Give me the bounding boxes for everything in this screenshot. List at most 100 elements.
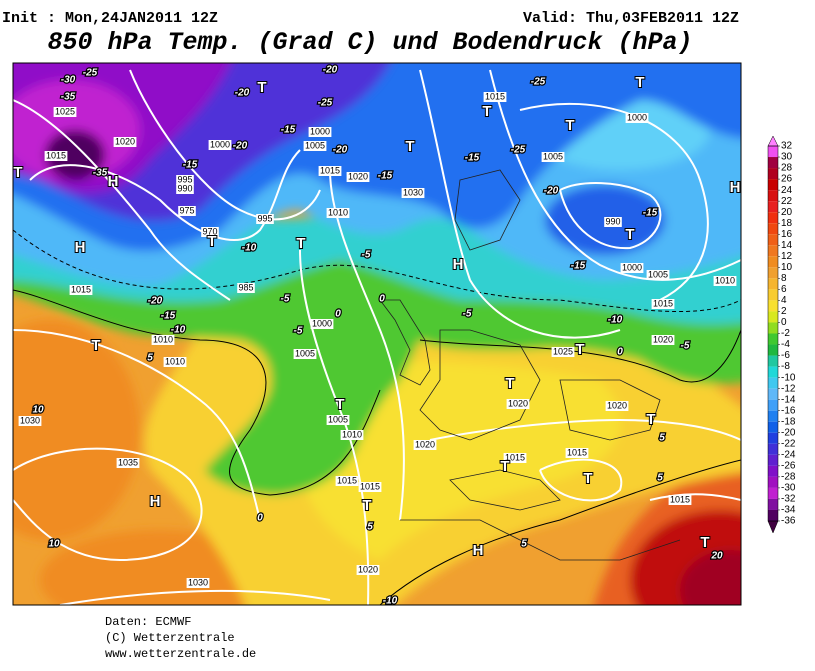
colorbar-label: -2 bbox=[781, 328, 790, 339]
colorbar-band bbox=[768, 245, 778, 257]
colorbar-band bbox=[768, 234, 778, 246]
coastlines bbox=[379, 169, 681, 561]
isobar-label-box bbox=[293, 349, 317, 359]
colorbar-label: 24 bbox=[781, 185, 793, 196]
colorbar-band bbox=[768, 454, 778, 466]
isotherm-label: -35 bbox=[61, 92, 76, 103]
isobar-label: 1010 bbox=[342, 429, 362, 439]
pressure-center: H bbox=[108, 173, 119, 190]
isobar-label-box bbox=[318, 166, 342, 176]
isobar-label-box bbox=[116, 458, 140, 468]
isobar-label: 1020 bbox=[358, 564, 378, 574]
colorbar-label: -30 bbox=[781, 483, 796, 494]
isotherm-label: -10 bbox=[171, 325, 186, 336]
colorbar-band bbox=[768, 432, 778, 444]
isobar-label-box bbox=[53, 107, 77, 117]
pressure-center: T bbox=[635, 74, 644, 91]
colorbar-band bbox=[768, 179, 778, 191]
pressure-center: T bbox=[335, 396, 344, 413]
isobar-label-box bbox=[483, 92, 507, 102]
pressure-center: T bbox=[500, 458, 509, 475]
temp-shading bbox=[13, 63, 741, 605]
isotherm-label: -25 bbox=[318, 98, 333, 109]
colorbar-band bbox=[768, 344, 778, 356]
isobar-label: 985 bbox=[238, 282, 253, 292]
colorbar-band bbox=[768, 465, 778, 477]
isobars bbox=[13, 69, 741, 605]
isobar-label-box bbox=[625, 113, 649, 123]
isobar-label: 1005 bbox=[648, 269, 668, 279]
footer-copyright: (C) Wetterzentrale bbox=[105, 631, 235, 645]
isotherm-label: -10 bbox=[242, 243, 257, 254]
pressure-center: T bbox=[91, 337, 100, 354]
isobar-label-box bbox=[506, 399, 530, 409]
colorbar-band bbox=[768, 190, 778, 202]
isobar-label-box bbox=[605, 401, 629, 411]
colorbar-label: 22 bbox=[781, 196, 793, 207]
isotherm-label: -15 bbox=[281, 125, 296, 136]
valid-time: Valid: Thu,03FEB2011 12Z bbox=[523, 10, 739, 27]
pressure-center: T bbox=[646, 411, 655, 428]
isotherm-label: 0 bbox=[617, 347, 623, 358]
isotherm-label: 5 bbox=[659, 433, 665, 444]
isobar-label: 1030 bbox=[403, 187, 423, 197]
isobar-label: 1000 bbox=[622, 262, 642, 272]
isobar-label-box bbox=[326, 208, 350, 218]
colorbar-label: 30 bbox=[781, 152, 793, 163]
isotherm-label: -15 bbox=[465, 153, 480, 164]
isotherm-label: 5 bbox=[367, 522, 373, 533]
colorbar-label: -16 bbox=[781, 405, 796, 416]
isobar-label: 1020 bbox=[653, 334, 673, 344]
isobar-label-box bbox=[346, 172, 370, 182]
isobar-label: 1030 bbox=[188, 577, 208, 587]
pressure-center: T bbox=[625, 226, 634, 243]
pressure-center: T bbox=[505, 375, 514, 392]
isobar-label-box bbox=[340, 430, 364, 440]
isobar-label: 1030 bbox=[20, 415, 40, 425]
isotherm-label: 0 bbox=[379, 294, 385, 305]
colorbar-band bbox=[768, 498, 778, 510]
isobar-label-box bbox=[69, 285, 93, 295]
isobar-label: 1005 bbox=[295, 348, 315, 358]
pressure-center: T bbox=[207, 233, 216, 250]
isobar-label-box bbox=[326, 415, 350, 425]
isotherm-label: 10 bbox=[32, 405, 44, 416]
isobar-label-box bbox=[186, 578, 210, 588]
isotherm-label: -20 bbox=[544, 186, 559, 197]
pressure-center: T bbox=[565, 117, 574, 134]
isobar-label: 1020 bbox=[607, 400, 627, 410]
colorbar-label: -24 bbox=[781, 449, 796, 460]
colorbar-band bbox=[768, 278, 778, 290]
isotherm-label: -25 bbox=[83, 68, 98, 79]
colorbar-label: -4 bbox=[781, 339, 790, 350]
colorbar-label: 4 bbox=[781, 295, 787, 306]
isobar-label: 990 bbox=[605, 216, 620, 226]
colorbar-band bbox=[768, 146, 778, 158]
colorbar-band bbox=[768, 487, 778, 499]
isobar-label-box bbox=[413, 440, 437, 450]
isotherm-label: -25 bbox=[511, 145, 526, 156]
isotherm-label: -25 bbox=[531, 77, 546, 88]
colorbar-band bbox=[768, 410, 778, 422]
pressure-center: H bbox=[453, 256, 464, 273]
isobar-label-box bbox=[151, 335, 175, 345]
isotherm-label: -10 bbox=[383, 596, 398, 607]
isotherm-label: -20 bbox=[148, 296, 163, 307]
isobar-label-box bbox=[178, 206, 196, 216]
isobar-label-box bbox=[651, 335, 675, 345]
isobar-label-box bbox=[358, 482, 382, 492]
isobar-label: 1000 bbox=[627, 112, 647, 122]
pressure-center: H bbox=[473, 542, 484, 559]
colorbar-band bbox=[768, 289, 778, 301]
colorbar-band bbox=[768, 212, 778, 224]
isobar-label: 1015 bbox=[337, 475, 357, 485]
isobar-label: 1025 bbox=[553, 346, 573, 356]
isobar-label: 1020 bbox=[348, 171, 368, 181]
colorbar-label: 16 bbox=[781, 229, 793, 240]
colorbar-band bbox=[768, 223, 778, 235]
isotherm-label: -15 bbox=[161, 311, 176, 322]
isobar-label-box bbox=[565, 448, 589, 458]
pressure-center: T bbox=[362, 497, 371, 514]
